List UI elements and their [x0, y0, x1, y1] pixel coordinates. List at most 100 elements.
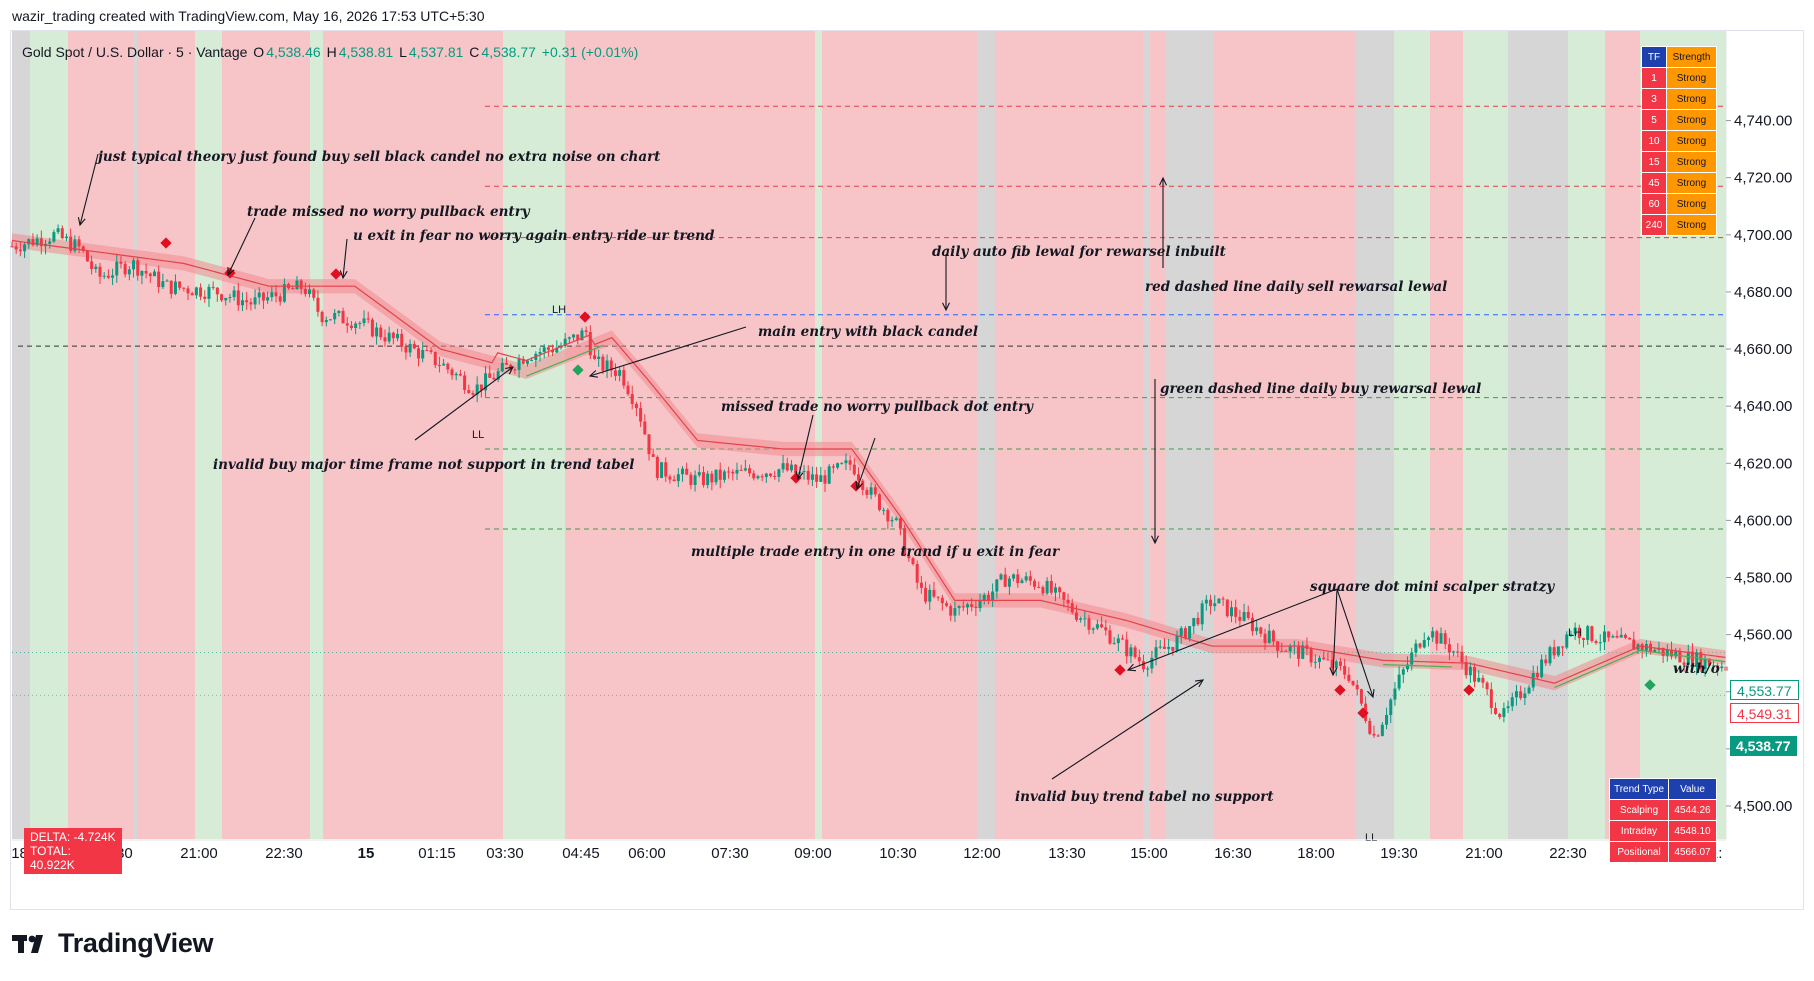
- candle-body: [852, 464, 856, 475]
- candle-body: [530, 360, 534, 362]
- candle-body: [102, 275, 106, 277]
- annotation-arrow: [342, 238, 348, 279]
- candle-body: [1242, 611, 1246, 621]
- candle-body: [869, 487, 873, 495]
- strength-header: Strength: [1666, 46, 1717, 68]
- candle-body: [450, 369, 454, 376]
- strength-row: 15 Strong: [1641, 151, 1717, 173]
- symbol-name[interactable]: Gold Spot / U.S. Dollar · 5 · Vantage: [22, 44, 248, 60]
- candle-body: [173, 281, 177, 294]
- candle-body: [1045, 580, 1049, 594]
- candle-body: [626, 385, 630, 395]
- candle-body: [1313, 661, 1317, 663]
- tf-header: TF: [1641, 46, 1667, 68]
- candle-body: [1146, 668, 1150, 670]
- candle-body: [1632, 639, 1636, 650]
- candlestick-series: [10, 224, 1728, 738]
- candle-body: [136, 260, 140, 276]
- candle-body: [211, 286, 215, 288]
- price-tick-label: 4,680.00: [1734, 284, 1792, 301]
- time-tick-label: 06:00: [628, 845, 666, 862]
- candle-body: [982, 594, 986, 601]
- candle-body: [1129, 647, 1133, 657]
- candle-body: [991, 591, 995, 601]
- candle-body: [1678, 651, 1682, 663]
- candle-body: [316, 297, 320, 312]
- pivot-label: LL: [472, 429, 484, 441]
- session-band: [978, 31, 995, 839]
- candle-body: [1322, 657, 1326, 660]
- sell-signal-marker: [330, 268, 342, 280]
- trend-type: Intraday: [1609, 820, 1669, 842]
- session-band: [137, 31, 195, 839]
- candle-body: [77, 239, 81, 247]
- candle-body: [1318, 657, 1322, 662]
- candle-body: [1661, 647, 1665, 656]
- candle-body: [333, 312, 337, 320]
- annotation-text: squaare dot mini scalper stratzy: [1310, 579, 1555, 595]
- price-tick-label: 4,620.00: [1734, 455, 1792, 472]
- candle-body: [73, 239, 77, 251]
- candle-body: [1271, 630, 1275, 642]
- candle-body: [655, 456, 659, 478]
- candle-body: [1674, 651, 1678, 657]
- candle-body: [806, 470, 810, 480]
- candle-body: [752, 473, 756, 479]
- candle-body: [148, 273, 152, 277]
- annotation-arrowhead: [1126, 663, 1137, 672]
- annotation-arrowhead: [1367, 688, 1375, 699]
- timeframe-strength-table: TF Strength 1 Strong 3 Strong 5 Strong 10 Stron…: [1641, 46, 1717, 236]
- candle-body: [605, 360, 609, 371]
- candle-body: [1162, 646, 1166, 649]
- chart-frame[interactable]: [10, 30, 1804, 910]
- candle-body: [764, 473, 768, 478]
- candle-body: [1204, 599, 1208, 604]
- candle-body: [471, 393, 475, 395]
- candle-body: [496, 371, 500, 380]
- candle-body: [1041, 587, 1045, 594]
- candle-body: [1171, 646, 1175, 651]
- candle-body: [618, 370, 622, 376]
- tradingview-logo[interactable]: TradingView: [12, 928, 214, 959]
- candle-body: [903, 528, 907, 556]
- candle-body: [940, 597, 944, 604]
- session-band: [1568, 31, 1605, 839]
- candle-body: [840, 463, 844, 465]
- annotation-text: multiple trade entry in one trand if u e…: [691, 544, 1060, 560]
- trend-row: Positional 4566.07: [1609, 841, 1717, 863]
- candle-body: [1573, 627, 1577, 635]
- close-label: C: [469, 44, 480, 60]
- strength-row: 5 Strong: [1641, 109, 1717, 131]
- candle-body: [555, 347, 559, 353]
- candle-body: [1686, 651, 1690, 665]
- strength-tf: 15: [1641, 151, 1667, 173]
- candle-body: [651, 454, 655, 457]
- price-label-fast: 4,553.77: [1730, 680, 1799, 700]
- candle-body: [1301, 645, 1305, 659]
- candle-body: [370, 319, 374, 337]
- candle-body: [882, 509, 886, 511]
- session-band: [68, 31, 133, 839]
- annotation-arrow: [797, 414, 814, 480]
- candle-body: [919, 582, 923, 588]
- session-background-bands: [12, 31, 1726, 839]
- ma-bull-segment: [525, 344, 604, 377]
- candle-body: [1280, 650, 1284, 652]
- candle-body: [1284, 650, 1288, 652]
- time-tick-label: 10:30: [879, 845, 917, 862]
- candle-body: [1426, 637, 1430, 640]
- annotation-text: green dashed line daily buy rewarsal lew…: [1160, 381, 1481, 397]
- candle-body: [1418, 643, 1422, 648]
- candle-body: [1175, 636, 1179, 651]
- candle-body: [1066, 599, 1070, 604]
- session-band: [1605, 31, 1640, 839]
- candle-body: [500, 362, 504, 372]
- candle-body: [1338, 661, 1342, 666]
- candle-body: [1569, 634, 1573, 636]
- candle-body: [194, 287, 198, 296]
- candle-body: [1439, 633, 1443, 644]
- candle-body: [1200, 603, 1204, 625]
- candle-body: [1707, 658, 1711, 666]
